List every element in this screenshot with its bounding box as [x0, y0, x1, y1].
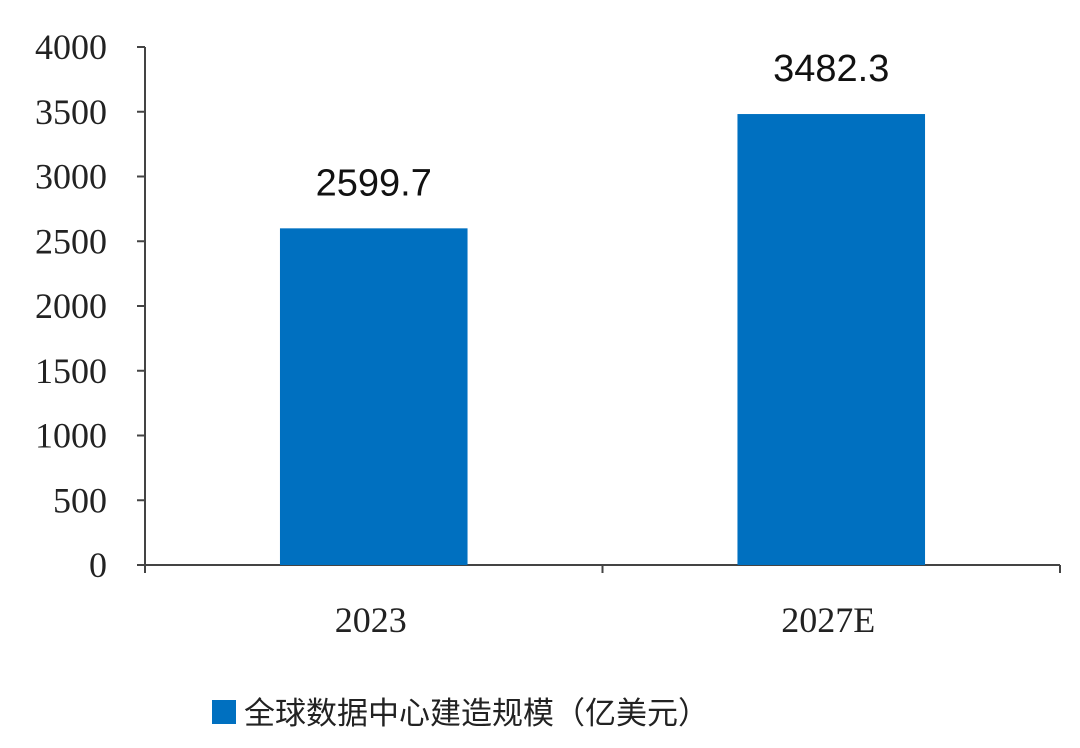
y-tick-label: 2000	[35, 286, 107, 326]
y-tick-label: 1500	[35, 351, 107, 391]
y-tick-label: 500	[53, 480, 107, 520]
x-tick-label: 2023	[335, 600, 407, 640]
bar	[279, 228, 468, 565]
x-tick-label: 2027E	[781, 600, 875, 640]
y-tick-label: 1000	[35, 416, 107, 456]
value-label: 2599.7	[316, 162, 432, 204]
legend-label: 全球数据中心建造规模（亿美元）	[244, 696, 709, 732]
y-tick-label: 4000	[35, 27, 107, 67]
legend-swatch	[212, 700, 236, 724]
bar	[737, 114, 926, 566]
y-tick-label: 3000	[35, 157, 107, 197]
y-tick-label: 2500	[35, 221, 107, 261]
y-tick-label: 3500	[35, 92, 107, 132]
value-label: 3482.3	[773, 48, 889, 90]
y-tick-label: 0	[89, 545, 107, 585]
